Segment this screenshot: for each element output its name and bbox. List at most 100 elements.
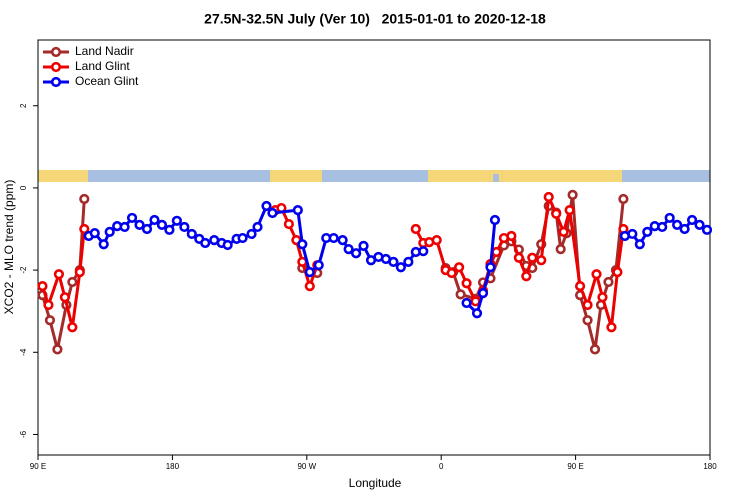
- data-point: [634, 239, 645, 250]
- data-point: [521, 271, 532, 282]
- y-tick-label: -4: [19, 348, 28, 356]
- data-point: [491, 246, 502, 258]
- data-point: [67, 276, 78, 288]
- x-tick-label: 90 W: [297, 462, 316, 471]
- data-point: [304, 281, 315, 292]
- data-point: [74, 267, 85, 278]
- data-point: [67, 322, 78, 333]
- data-point: [156, 219, 168, 231]
- data-point: [485, 262, 496, 273]
- data-point: [104, 226, 115, 237]
- x-tick-label: 180: [703, 462, 717, 471]
- data-point: [126, 212, 138, 224]
- y-tick-label: -2: [19, 266, 28, 274]
- data-point: [313, 260, 324, 271]
- data-point: [612, 267, 623, 278]
- ocean-band: [493, 174, 499, 182]
- data-point: [200, 237, 211, 249]
- data-point: [141, 223, 153, 235]
- data-point: [489, 214, 501, 226]
- data-point: [606, 322, 617, 333]
- data-point: [589, 344, 601, 355]
- legend-swatch-point: [50, 46, 62, 58]
- data-point: [350, 248, 362, 259]
- data-point: [686, 214, 698, 226]
- data-point: [37, 281, 48, 292]
- data-point: [119, 221, 130, 233]
- data-point: [164, 224, 175, 235]
- data-point: [555, 244, 566, 255]
- data-point: [564, 205, 575, 216]
- data-point: [536, 255, 547, 266]
- data-point: [679, 223, 690, 235]
- land-band: [270, 170, 322, 182]
- plot-frame: [37, 39, 711, 456]
- data-point: [418, 246, 429, 257]
- data-point: [283, 218, 294, 230]
- data-point: [701, 224, 713, 235]
- data-point: [98, 239, 109, 250]
- data-point: [149, 214, 160, 226]
- data-point: [477, 288, 489, 299]
- land-mask-strip: [38, 170, 710, 182]
- data-point: [304, 267, 315, 278]
- data-point: [53, 269, 65, 280]
- data-point: [618, 193, 629, 205]
- data-point: [171, 215, 182, 226]
- chart-title: 27.5N-32.5N July (Ver 10) 2015-01-01 to …: [204, 11, 546, 27]
- data-point: [43, 299, 54, 311]
- x-axis-label: Longitude: [349, 476, 402, 490]
- x-tick-label: 0: [439, 462, 444, 471]
- data-point: [567, 189, 578, 201]
- data-point: [297, 239, 308, 250]
- data-point: [246, 228, 257, 240]
- land-band: [428, 170, 622, 182]
- y-axis-label: XCO2 - MLO trend (ppm): [2, 180, 16, 315]
- ocean-band: [88, 170, 270, 182]
- ocean-band: [322, 170, 428, 182]
- data-point: [337, 235, 348, 246]
- legend-label: Land Glint: [75, 59, 130, 73]
- data-point: [403, 256, 414, 267]
- legend-swatch-point: [50, 76, 62, 88]
- data-point: [134, 219, 145, 231]
- data-point: [292, 205, 303, 216]
- data-point: [59, 292, 70, 303]
- x-tick-label: 180: [166, 462, 180, 471]
- data-point: [551, 208, 562, 219]
- data-point: [672, 219, 683, 231]
- data-point: [455, 289, 466, 300]
- x-tick-label: 90 E: [30, 462, 46, 471]
- data-point: [410, 223, 421, 235]
- data-point: [642, 226, 653, 237]
- data-point: [252, 221, 263, 233]
- data-point: [186, 228, 197, 240]
- land-band: [38, 170, 88, 182]
- data-point: [627, 228, 638, 240]
- data-point: [597, 292, 608, 303]
- data-point: [470, 296, 481, 307]
- data-point: [395, 262, 406, 273]
- data-point: [79, 193, 90, 205]
- x-tick-label: 90 E: [567, 462, 583, 471]
- data-point: [461, 297, 472, 309]
- data-point: [261, 200, 272, 212]
- data-point: [461, 278, 472, 289]
- y-tick-label: 0: [19, 185, 28, 190]
- data-point: [591, 269, 602, 280]
- data-point: [79, 223, 90, 235]
- data-point: [527, 252, 538, 263]
- data-point: [343, 244, 354, 255]
- data-point: [328, 232, 339, 244]
- data-point: [454, 262, 465, 273]
- data-point: [44, 315, 56, 326]
- data-point: [388, 256, 399, 267]
- legend-swatch-point: [50, 61, 62, 73]
- data-point: [52, 344, 63, 355]
- ocean-band: [622, 170, 710, 182]
- y-tick-label: 2: [19, 103, 28, 108]
- data-point: [179, 221, 190, 233]
- data-point: [582, 315, 593, 326]
- y-tick-label: -6: [19, 430, 28, 438]
- data-point: [513, 252, 524, 263]
